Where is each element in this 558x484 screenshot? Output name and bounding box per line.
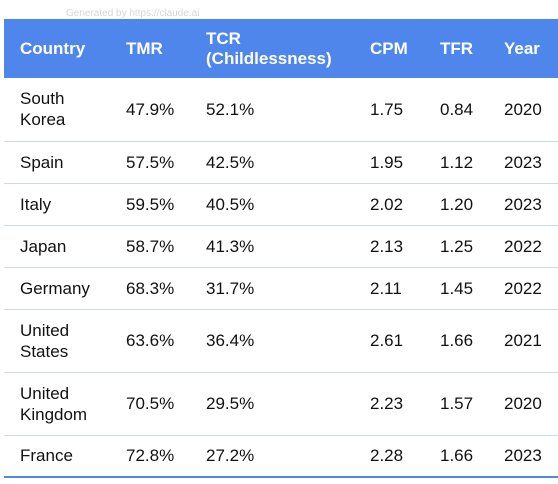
- cell-country: United Kingdom: [4, 372, 126, 436]
- cell-tcr: 42.5%: [206, 141, 370, 184]
- cell-tfr: 1.25: [440, 225, 504, 268]
- watermark-text: Generated by https://claude.ai: [66, 8, 200, 19]
- cell-tmr: 47.9%: [126, 78, 206, 142]
- table-header: Country TMR TCR (Childlessness) CPM TFR Y…: [4, 19, 558, 78]
- cell-tmr: 63.6%: [126, 309, 206, 373]
- cell-tcr: 36.4%: [206, 309, 370, 373]
- cell-tmr: 68.3%: [126, 267, 206, 310]
- header-cpm: CPM: [370, 38, 408, 58]
- cell-tfr: 1.57: [440, 372, 504, 436]
- cell-tfr: 1.20: [440, 183, 504, 226]
- table-row: France 72.8% 27.2% 2.28 1.66 2023: [4, 435, 558, 478]
- table-row: Spain 57.5% 42.5% 1.95 1.12 2023: [4, 141, 558, 184]
- cell-tmr: 72.8%: [126, 435, 206, 478]
- cell-tcr: 31.7%: [206, 267, 370, 310]
- cell-country: France: [4, 435, 126, 478]
- cell-country-line2: States: [20, 341, 69, 361]
- cell-tcr: 40.5%: [206, 183, 370, 226]
- table-row: United States 63.6% 36.4% 2.61 1.66 2021: [4, 309, 558, 373]
- table-row: South Korea 47.9% 52.1% 1.75 0.84 2020: [4, 78, 558, 142]
- table-row: Germany 68.3% 31.7% 2.11 1.45 2022: [4, 267, 558, 310]
- cell-year: 2023: [504, 435, 558, 478]
- header-tcr: TCR (Childlessness): [206, 19, 370, 78]
- cell-tfr: 1.66: [440, 435, 504, 478]
- cell-tfr: 0.84: [440, 78, 504, 142]
- cell-country: Spain: [4, 141, 126, 184]
- cell-country: South Korea: [4, 78, 126, 142]
- header-country: Country: [20, 38, 86, 58]
- cell-cpm: 2.28: [370, 435, 440, 478]
- cell-year: 2020: [504, 372, 558, 436]
- header-tcr-line1: TCR: [206, 28, 241, 48]
- cell-country: Italy: [4, 183, 126, 226]
- cell-country-line1: United: [20, 383, 70, 403]
- table-body: South Korea 47.9% 52.1% 1.75 0.84 2020 Sp…: [4, 78, 558, 478]
- cell-country: Germany: [4, 267, 126, 310]
- header-tfr: TFR: [440, 38, 474, 58]
- cell-cpm: 1.95: [370, 141, 440, 184]
- table-row: Italy 59.5% 40.5% 2.02 1.20 2023: [4, 183, 558, 226]
- cell-tcr: 27.2%: [206, 435, 370, 478]
- cell-country-line2: Korea: [20, 110, 66, 130]
- data-table: Country TMR TCR (Childlessness) CPM TFR Y…: [4, 19, 558, 478]
- cell-country: Japan: [4, 225, 126, 268]
- cell-cpm: 2.11: [370, 267, 440, 310]
- cell-tcr: 41.3%: [206, 225, 370, 268]
- cell-country-line1: South: [20, 89, 65, 109]
- cell-year: 2022: [504, 225, 558, 268]
- cell-year: 2021: [504, 309, 558, 373]
- cell-tcr: 29.5%: [206, 372, 370, 436]
- table-row: Japan 58.7% 41.3% 2.13 1.25 2022: [4, 225, 558, 268]
- cell-cpm: 2.61: [370, 309, 440, 373]
- cell-cpm: 2.23: [370, 372, 440, 436]
- cell-year: 2023: [504, 183, 558, 226]
- cell-year: 2023: [504, 141, 558, 184]
- cell-country: United States: [4, 309, 126, 373]
- cell-tfr: 1.66: [440, 309, 504, 373]
- cell-country-line1: United: [20, 320, 70, 340]
- header-year: Year: [504, 38, 540, 58]
- cell-cpm: 2.02: [370, 183, 440, 226]
- table-row: United Kingdom 70.5% 29.5% 2.23 1.57 2020: [4, 372, 558, 436]
- cell-tcr: 52.1%: [206, 78, 370, 142]
- header-tcr-line2: (Childlessness): [206, 48, 332, 68]
- cell-tfr: 1.12: [440, 141, 504, 184]
- cell-tmr: 57.5%: [126, 141, 206, 184]
- cell-year: 2022: [504, 267, 558, 310]
- header-row: Country TMR TCR (Childlessness) CPM TFR Y…: [4, 19, 558, 78]
- cell-tfr: 1.45: [440, 267, 504, 310]
- cell-year: 2020: [504, 78, 558, 142]
- cell-cpm: 2.13: [370, 225, 440, 268]
- cell-cpm: 1.75: [370, 78, 440, 142]
- cell-country-line2: Kingdom: [20, 404, 88, 424]
- header-tmr: TMR: [126, 38, 163, 58]
- cell-tmr: 59.5%: [126, 183, 206, 226]
- cell-tmr: 58.7%: [126, 225, 206, 268]
- cell-tmr: 70.5%: [126, 372, 206, 436]
